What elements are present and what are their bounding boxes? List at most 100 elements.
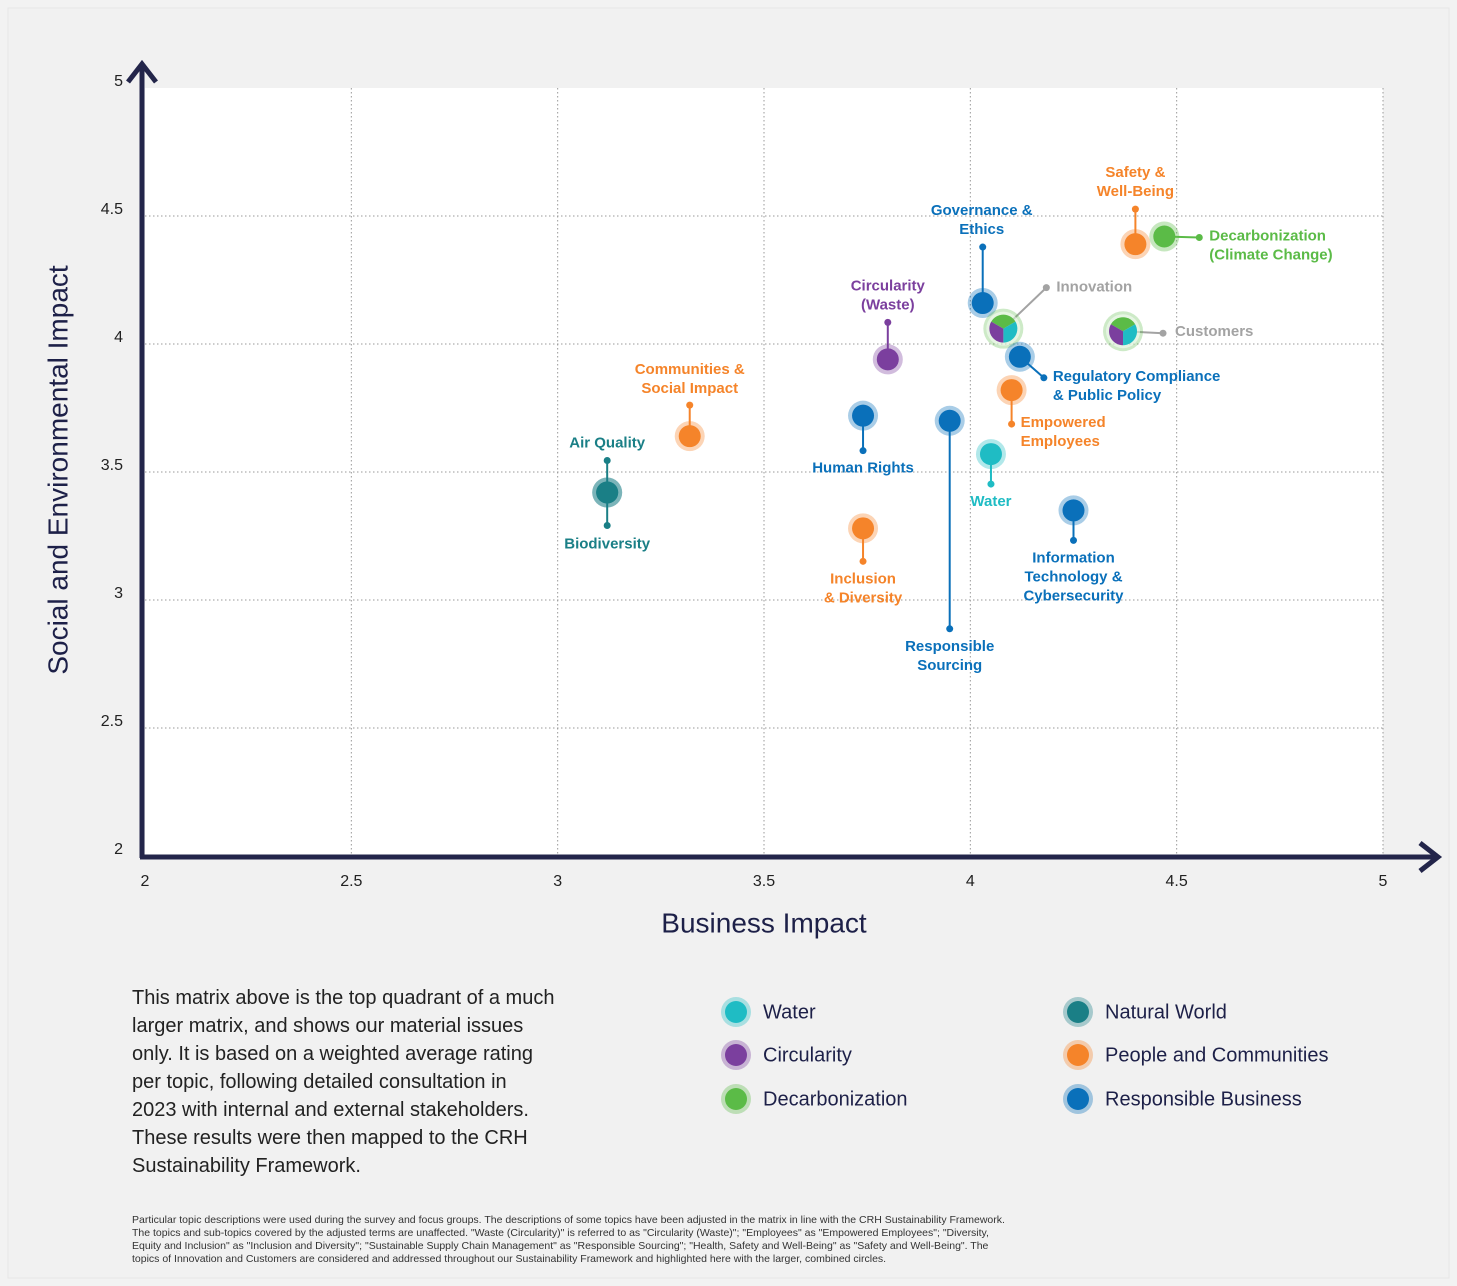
topic-label: Safety & (1105, 164, 1165, 181)
topic-label: & Diversity (824, 589, 903, 606)
point (1000, 379, 1023, 402)
leader-dot (1070, 536, 1077, 544)
topic-label: Human Rights (812, 460, 914, 477)
topic-label: Inclusion (830, 570, 896, 587)
y-tick-label: 2 (114, 841, 123, 858)
topic-label: Employees (1021, 433, 1100, 450)
topic-label: Technology & (1024, 568, 1122, 585)
topic-label: Biodiversity (564, 535, 651, 552)
topic: Customers (1103, 311, 1253, 352)
leader-dot (1131, 205, 1139, 213)
point-wedge (1109, 324, 1124, 346)
leader-dot (603, 521, 611, 529)
topic-label: Decarbonization (1209, 227, 1326, 244)
legend-label: People and Communities (1105, 1044, 1328, 1066)
point (938, 409, 961, 432)
point (678, 425, 701, 448)
point (596, 481, 619, 504)
x-axis-title: Business Impact (661, 907, 867, 938)
y-tick-label: 3.5 (101, 457, 123, 474)
legend-label: Natural World (1105, 1001, 1227, 1023)
topic-label: (Waste) (861, 296, 915, 313)
leader-dot (1042, 284, 1050, 292)
text-line: This matrix above is the top quadrant of… (132, 987, 555, 1009)
y-tick-label: 3 (114, 585, 123, 602)
leader-dot (979, 243, 987, 251)
text-line: larger matrix, and shows our material is… (132, 1015, 524, 1037)
y-tick-label: 4 (114, 329, 123, 346)
legend-swatch (725, 1001, 747, 1023)
text-line: only. It is based on a weighted average … (132, 1043, 533, 1065)
point-wedge (989, 321, 1004, 343)
topic: Responsible Sourcing (905, 405, 994, 674)
text-line: These results were then mapped to the CR… (132, 1127, 528, 1149)
legend-swatch (725, 1044, 747, 1066)
topic: Governance & Ethics (931, 202, 1033, 319)
text-line: topics of Innovation and Customers are c… (132, 1253, 887, 1265)
topic-label: Water (970, 493, 1011, 510)
legend-label: Responsible Business (1105, 1088, 1302, 1110)
point (979, 443, 1002, 466)
y-tick-label: 2.5 (101, 713, 123, 730)
legend-label: Decarbonization (763, 1088, 908, 1110)
leader-dot (946, 625, 954, 633)
topic-label: Cybersecurity (1023, 587, 1124, 604)
topic: Communities & Social Impact (635, 361, 745, 452)
leader-dot (1008, 420, 1016, 428)
topic-label: & Public Policy (1053, 387, 1162, 404)
x-tick-label: 2.5 (340, 873, 362, 890)
topic-label: Well-Being (1097, 183, 1174, 200)
topic: Biodiversity (564, 477, 651, 552)
point-wedge (1110, 317, 1136, 332)
leader-dot (987, 480, 995, 488)
x-tick-label: 2 (141, 873, 150, 890)
point-wedge (1003, 321, 1018, 343)
topic-label: Responsible (905, 638, 994, 655)
topic: Information Technology & Cybersecurity (1023, 495, 1124, 604)
text-line: The topics and sub-topics covered by the… (132, 1227, 989, 1239)
point-wedge (1123, 324, 1138, 346)
topic-label: Ethics (959, 221, 1004, 238)
x-tick-label: 3 (553, 873, 562, 890)
x-tick-label: 3.5 (753, 873, 775, 890)
topic-label: Sourcing (917, 657, 982, 674)
leader-dot (1195, 233, 1203, 241)
y-axis (126, 59, 158, 858)
topic: Human Rights (812, 400, 914, 477)
y-tick-label: 5 (114, 73, 123, 90)
topic: Decarbonization (Climate Change) (1149, 221, 1333, 263)
legend-swatch (1067, 1044, 1089, 1066)
x-tick-label: 5 (1379, 873, 1388, 890)
topic-label: Communities & (635, 361, 745, 378)
text-line: 2023 with internal and external stakehol… (132, 1099, 529, 1121)
topic-label: Empowered (1021, 414, 1106, 431)
description: This matrix above is the top quadrant of… (132, 984, 632, 1180)
topic-label: Information (1032, 549, 1115, 566)
topic: Water (970, 439, 1012, 510)
x-axis (140, 841, 1443, 873)
topic-label: Customers (1175, 323, 1253, 340)
point (1124, 233, 1147, 256)
point (971, 292, 994, 315)
topic: Innovation (983, 279, 1132, 349)
topic-label: Air Quality (569, 434, 646, 451)
point (876, 348, 899, 371)
leader-dot (884, 318, 892, 326)
legend-swatch (1067, 1001, 1089, 1023)
y-axis-title: Social and Environmental Impact (42, 265, 73, 675)
legend-label: Water (763, 1001, 816, 1023)
text-line: Particular topic descriptions were used … (132, 1214, 1005, 1226)
point (852, 404, 875, 427)
leader-dot (859, 447, 867, 455)
footnote: Particular topic descriptions were used … (132, 1214, 1005, 1266)
topic: Safety & Well-Being (1097, 164, 1174, 260)
topic-label: Regulatory Compliance (1053, 368, 1221, 385)
leader-dot (1159, 329, 1167, 337)
x-tick-label: 4 (966, 873, 975, 890)
point (852, 517, 875, 540)
leader-dot (1040, 374, 1048, 382)
point (1062, 499, 1085, 522)
topic-label: Circularity (851, 277, 926, 294)
